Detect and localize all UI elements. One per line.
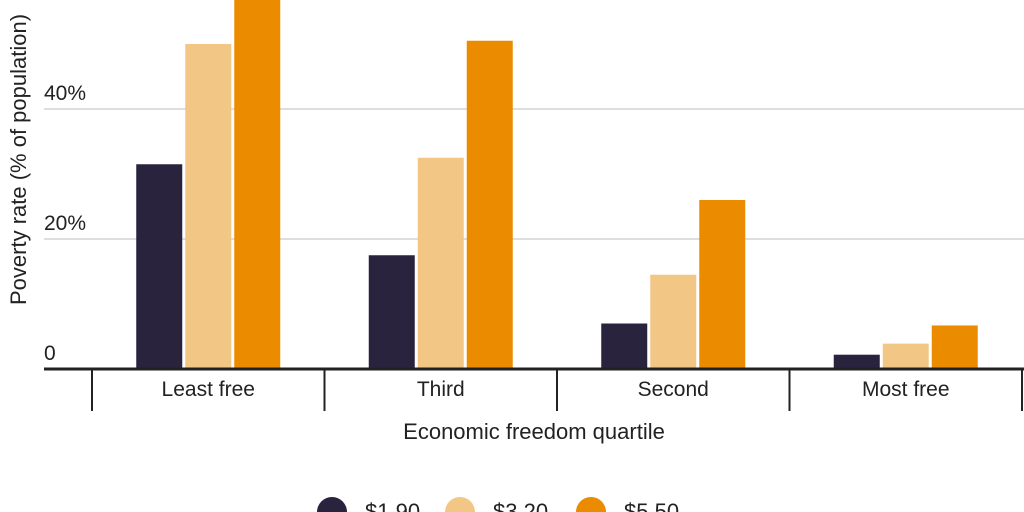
bar-third-series-3 xyxy=(467,41,513,369)
bar-second-series-2 xyxy=(650,275,696,369)
bar-least-free-series-3 xyxy=(234,0,280,369)
bar-second-series-1 xyxy=(601,324,647,370)
legend-label: $1.90 xyxy=(365,499,420,512)
y-tick-label: 0 xyxy=(44,342,56,365)
x-tick-label: Second xyxy=(638,378,709,401)
x-tick-label: Most free xyxy=(862,378,950,401)
x-tick-label: Third xyxy=(417,378,465,401)
x-axis-title: Economic freedom quartile xyxy=(403,419,665,444)
legend-label: $3.20 xyxy=(493,499,548,512)
legend-swatch xyxy=(576,497,606,512)
y-tick-label: 20% xyxy=(44,212,86,235)
legend: $1.90 $3.20 $5.50 xyxy=(317,497,679,512)
bar-most-free-series-2 xyxy=(883,344,929,369)
bar-most-free-series-1 xyxy=(834,355,880,369)
bar-second-series-3 xyxy=(699,200,745,369)
legend-label: $5.50 xyxy=(624,499,679,512)
bars xyxy=(136,0,978,369)
legend-swatch xyxy=(445,497,475,512)
bar-least-free-series-1 xyxy=(136,164,182,369)
y-axis-title: Poverty rate (% of population) xyxy=(6,14,31,305)
legend-swatch xyxy=(317,497,347,512)
y-tick-label: 40% xyxy=(44,82,86,105)
bar-most-free-series-3 xyxy=(932,325,978,369)
bar-least-free-series-2 xyxy=(185,44,231,369)
bar-third-series-1 xyxy=(369,255,415,369)
bar-third-series-2 xyxy=(418,158,464,369)
x-tick-label: Least free xyxy=(162,378,255,401)
